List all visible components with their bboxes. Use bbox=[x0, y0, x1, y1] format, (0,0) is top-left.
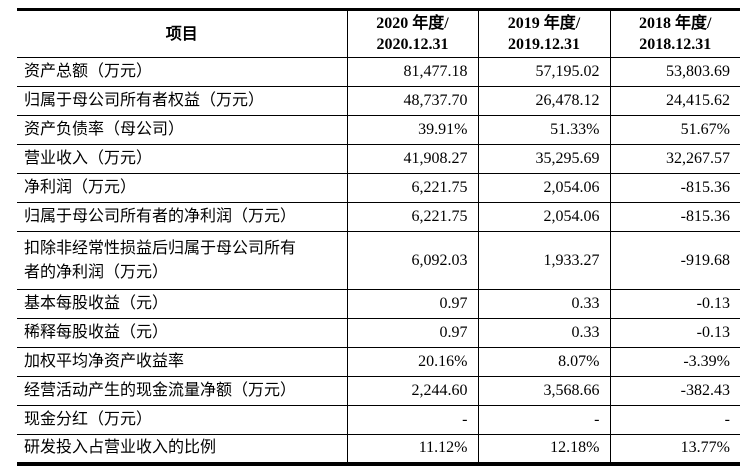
table-row: 资产总额（万元） 81,477.18 57,195.02 53,803.69 bbox=[17, 57, 740, 87]
value-2020: 6,092.03 bbox=[346, 231, 478, 290]
table-row: 现金分红（万元） - - - bbox=[17, 405, 740, 435]
value-2019: 1,933.27 bbox=[477, 231, 610, 290]
value-2018: -815.36 bbox=[609, 173, 740, 203]
table-row: 净利润（万元） 6,221.75 2,054.06 -815.36 bbox=[17, 173, 740, 203]
row-label: 资产负债率（母公司） bbox=[17, 115, 347, 145]
value-2019: 26,478.12 bbox=[477, 86, 610, 116]
row-label: 研发投入占营业收入的比例 bbox=[17, 434, 347, 464]
value-2019: 0.33 bbox=[477, 318, 610, 348]
value-2020: 39.91% bbox=[346, 115, 478, 145]
value-2019: 2,054.06 bbox=[477, 173, 610, 203]
value-2020: 41,908.27 bbox=[346, 144, 478, 174]
table-row: 基本每股收益（元） 0.97 0.33 -0.13 bbox=[17, 289, 740, 319]
value-2018: -0.13 bbox=[609, 289, 740, 319]
header-row: 项目 2020 年度/ 2020.12.31 2019 年度/ 2019.12.… bbox=[17, 9, 740, 58]
table-header: 项目 2020 年度/ 2020.12.31 2019 年度/ 2019.12.… bbox=[17, 9, 740, 58]
value-2018: 53,803.69 bbox=[609, 57, 740, 87]
row-label: 加权平均净资产收益率 bbox=[17, 347, 347, 377]
value-2019: 3,568.66 bbox=[477, 376, 610, 406]
value-2020: 0.97 bbox=[346, 318, 478, 348]
value-2019: 57,195.02 bbox=[477, 57, 610, 87]
row-label: 净利润（万元） bbox=[17, 173, 347, 203]
table-body: 资产总额（万元） 81,477.18 57,195.02 53,803.69 归… bbox=[17, 57, 740, 464]
table-row: 归属于母公司所有者的净利润（万元） 6,221.75 2,054.06 -815… bbox=[17, 202, 740, 232]
column-header-item: 项目 bbox=[17, 9, 347, 58]
value-2018: -815.36 bbox=[609, 202, 740, 232]
value-2019: 8.07% bbox=[477, 347, 610, 377]
value-2019: 0.33 bbox=[477, 289, 610, 319]
value-2018: -919.68 bbox=[609, 231, 740, 290]
row-label: 经营活动产生的现金流量净额（万元） bbox=[17, 376, 347, 406]
value-2020: 81,477.18 bbox=[346, 57, 478, 87]
value-2020: 2,244.60 bbox=[346, 376, 478, 406]
column-header-period-2018: 2018 年度/ 2018.12.31 bbox=[609, 9, 740, 58]
row-label: 归属于母公司所有者权益（万元） bbox=[17, 86, 347, 116]
value-2018: -0.13 bbox=[609, 318, 740, 348]
value-2020: 48,737.70 bbox=[346, 86, 478, 116]
value-2020: 6,221.75 bbox=[346, 173, 478, 203]
table-row: 加权平均净资产收益率 20.16% 8.07% -3.39% bbox=[17, 347, 740, 377]
table-row: 经营活动产生的现金流量净额（万元） 2,244.60 3,568.66 -382… bbox=[17, 376, 740, 406]
value-2018: -3.39% bbox=[609, 347, 740, 377]
table-row: 归属于母公司所有者权益（万元） 48,737.70 26,478.12 24,4… bbox=[17, 86, 740, 116]
value-2018: - bbox=[609, 405, 740, 435]
column-header-period-2019: 2019 年度/ 2019.12.31 bbox=[477, 9, 610, 58]
row-label: 扣除非经常性损益后归属于母公司所有 者的净利润（万元） bbox=[17, 231, 347, 290]
value-2020: 20.16% bbox=[346, 347, 478, 377]
value-2018: 32,267.57 bbox=[609, 144, 740, 174]
row-label: 资产总额（万元） bbox=[17, 57, 347, 87]
value-2019: 2,054.06 bbox=[477, 202, 610, 232]
value-2019: 12.18% bbox=[477, 434, 610, 464]
row-label: 现金分红（万元） bbox=[17, 405, 347, 435]
value-2020: 6,221.75 bbox=[346, 202, 478, 232]
financial-summary-table: 项目 2020 年度/ 2020.12.31 2019 年度/ 2019.12.… bbox=[17, 8, 740, 466]
row-label: 营业收入（万元） bbox=[17, 144, 347, 174]
table-row: 资产负债率（母公司） 39.91% 51.33% 51.67% bbox=[17, 115, 740, 145]
value-2019: - bbox=[477, 405, 610, 435]
table-row: 研发投入占营业收入的比例 11.12% 12.18% 13.77% bbox=[17, 434, 740, 464]
value-2020: - bbox=[346, 405, 478, 435]
row-label: 归属于母公司所有者的净利润（万元） bbox=[17, 202, 347, 232]
value-2020: 11.12% bbox=[346, 434, 478, 464]
value-2018: -382.43 bbox=[609, 376, 740, 406]
value-2020: 0.97 bbox=[346, 289, 478, 319]
value-2019: 35,295.69 bbox=[477, 144, 610, 174]
row-label: 稀释每股收益（元） bbox=[17, 318, 347, 348]
value-2019: 51.33% bbox=[477, 115, 610, 145]
table-row: 扣除非经常性损益后归属于母公司所有 者的净利润（万元） 6,092.03 1,9… bbox=[17, 231, 740, 290]
value-2018: 13.77% bbox=[609, 434, 740, 464]
table-row: 营业收入（万元） 41,908.27 35,295.69 32,267.57 bbox=[17, 144, 740, 174]
row-label: 基本每股收益（元） bbox=[17, 289, 347, 319]
table-row: 稀释每股收益（元） 0.97 0.33 -0.13 bbox=[17, 318, 740, 348]
value-2018: 24,415.62 bbox=[609, 86, 740, 116]
column-header-period-2020: 2020 年度/ 2020.12.31 bbox=[346, 9, 478, 58]
value-2018: 51.67% bbox=[609, 115, 740, 145]
financial-summary-section: 项目 2020 年度/ 2020.12.31 2019 年度/ 2019.12.… bbox=[17, 8, 740, 466]
